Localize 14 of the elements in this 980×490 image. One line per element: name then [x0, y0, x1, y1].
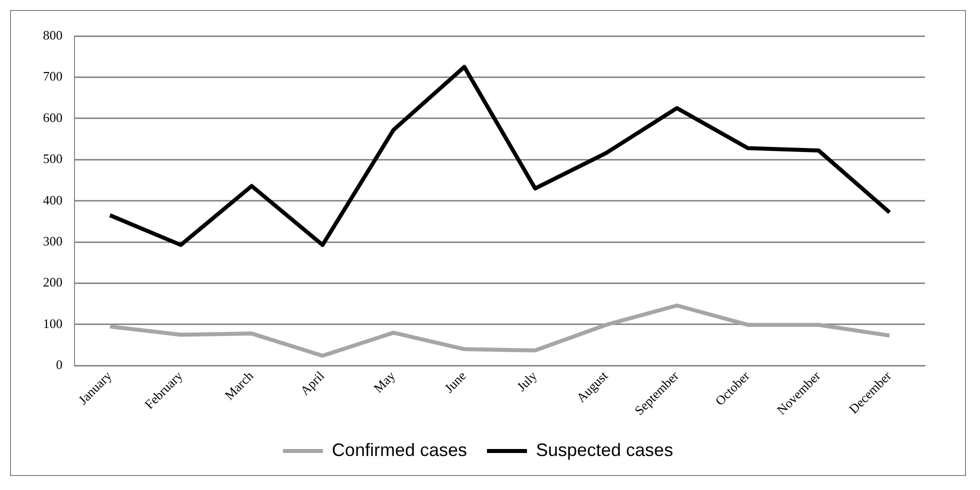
y-tick-label: 100	[43, 316, 62, 331]
x-tick-label: June	[441, 368, 470, 396]
y-tick-label: 400	[43, 192, 62, 208]
y-tick-label: 0	[56, 357, 62, 372]
y-tick-label: 600	[43, 110, 62, 125]
y-tick-label: 700	[43, 68, 62, 84]
y-tick-label: 200	[43, 274, 62, 290]
y-tick-label: 300	[43, 233, 62, 248]
legend-label: Suspected cases	[536, 440, 674, 460]
y-tick-label: 500	[43, 151, 62, 166]
y-tick-label: 800	[43, 27, 62, 42]
x-tick-label: May	[370, 368, 398, 396]
x-tick-label: July	[514, 368, 540, 394]
legend-label: Confirmed cases	[332, 440, 467, 460]
